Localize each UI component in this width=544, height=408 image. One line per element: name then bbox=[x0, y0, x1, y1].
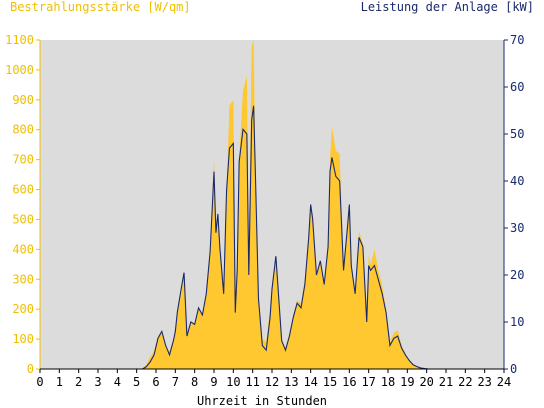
left-tick-label: 600 bbox=[12, 183, 34, 197]
right-axis-title: Leistung der Anlage [kW] bbox=[361, 0, 534, 14]
right-y-axis: 0 10 20 30 40 50 60 70 bbox=[504, 33, 524, 376]
left-tick-label: 800 bbox=[12, 123, 34, 137]
x-tick-label: 22 bbox=[458, 375, 472, 389]
left-tick-label: 0 bbox=[27, 362, 34, 376]
x-tick-label: 6 bbox=[152, 375, 159, 389]
left-tick-label: 500 bbox=[12, 212, 34, 226]
x-tick-label: 4 bbox=[114, 375, 121, 389]
irradiance-series bbox=[40, 40, 504, 369]
x-tick-label: 5 bbox=[133, 375, 140, 389]
x-tick-label: 10 bbox=[226, 375, 240, 389]
left-tick-label: 100 bbox=[12, 332, 34, 346]
x-axis-title: Uhrzeit in Stunden bbox=[197, 394, 327, 408]
right-tick-label: 50 bbox=[510, 127, 524, 141]
power-line bbox=[40, 105, 504, 370]
x-tick-label: 11 bbox=[245, 375, 259, 389]
x-tick-label: 2 bbox=[75, 375, 82, 389]
right-tick-label: 0 bbox=[510, 362, 517, 376]
left-y-axis: 0 100 200 300 400 500 600 700 800 900 1000 1100 bbox=[5, 33, 40, 376]
x-tick-label: 18 bbox=[381, 375, 395, 389]
x-tick-label: 0 bbox=[36, 375, 43, 389]
x-tick-label: 12 bbox=[265, 375, 279, 389]
x-tick-label: 16 bbox=[342, 375, 356, 389]
x-tick-label: 20 bbox=[419, 375, 433, 389]
x-tick-label: 19 bbox=[400, 375, 414, 389]
x-axis: 0 1 2 3 4 5 6 7 8 9 10 11 12 13 14 15 16 17 18 19 20 21 22 23 24 bbox=[36, 369, 511, 389]
irradiance-area bbox=[40, 40, 504, 369]
left-tick-label: 200 bbox=[12, 302, 34, 316]
x-tick-label: 17 bbox=[361, 375, 375, 389]
power-series bbox=[40, 105, 504, 370]
x-tick-label: 1 bbox=[56, 375, 63, 389]
x-tick-label: 21 bbox=[439, 375, 453, 389]
x-tick-label: 23 bbox=[477, 375, 491, 389]
right-tick-label: 10 bbox=[510, 315, 524, 329]
x-tick-label: 8 bbox=[191, 375, 198, 389]
left-tick-label: 400 bbox=[12, 242, 34, 256]
left-tick-label: 900 bbox=[12, 93, 34, 107]
x-tick-label: 9 bbox=[210, 375, 217, 389]
x-tick-label: 7 bbox=[172, 375, 179, 389]
left-tick-label: 300 bbox=[12, 272, 34, 286]
x-tick-label: 24 bbox=[497, 375, 511, 389]
x-tick-label: 13 bbox=[284, 375, 298, 389]
left-axis-title: Bestrahlungsstärke [W/qm] bbox=[10, 0, 191, 14]
left-tick-label: 1000 bbox=[5, 63, 34, 77]
x-tick-label: 3 bbox=[94, 375, 101, 389]
right-tick-label: 20 bbox=[510, 268, 524, 282]
right-tick-label: 40 bbox=[510, 174, 524, 188]
x-tick-label: 14 bbox=[303, 375, 317, 389]
right-tick-label: 70 bbox=[510, 33, 524, 47]
left-tick-label: 700 bbox=[12, 153, 34, 167]
right-tick-label: 60 bbox=[510, 80, 524, 94]
x-tick-label: 15 bbox=[323, 375, 337, 389]
left-tick-label: 1100 bbox=[5, 33, 34, 47]
right-tick-label: 30 bbox=[510, 221, 524, 235]
